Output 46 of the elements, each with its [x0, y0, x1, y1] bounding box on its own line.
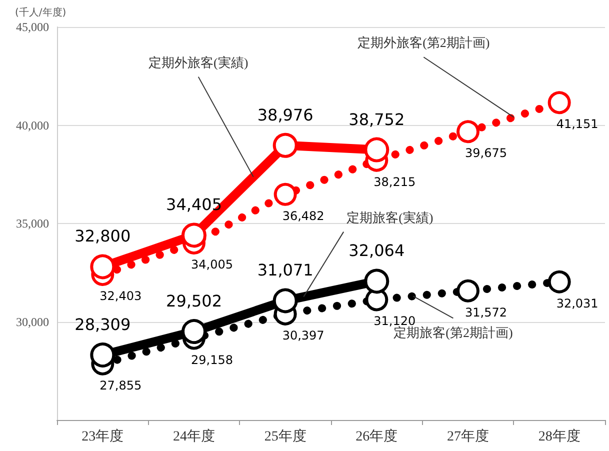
point	[364, 137, 390, 162]
point	[548, 91, 571, 114]
point	[274, 182, 297, 206]
data-label: 38,215	[374, 174, 416, 189]
x-tick-label: 25年度	[264, 428, 306, 444]
data-label: 38,752	[348, 110, 405, 129]
series-label: 定期旅客(第2期計画)	[394, 325, 513, 340]
data-label: 32,064	[348, 241, 405, 260]
y-axis-title: (千人/年度)	[15, 6, 66, 18]
point	[90, 254, 116, 280]
point	[456, 279, 480, 302]
data-label: 29,158	[191, 352, 233, 367]
y-tick-label: 30,000	[16, 314, 49, 329]
text: 定期外旅客(実績)	[148, 54, 248, 70]
x-tick-label: 26年度	[356, 428, 398, 444]
data-label: 36,482	[282, 208, 324, 223]
point	[548, 270, 571, 294]
point	[272, 288, 298, 314]
data-label: 31,572	[465, 305, 507, 320]
text: 定期旅客(実績)	[346, 210, 434, 225]
data-label: 28,309	[74, 314, 131, 334]
y-tick-label: 35,000	[16, 216, 49, 230]
data-label: 29,502	[166, 292, 222, 311]
data-label: 27,855	[100, 378, 142, 392]
data-label: 30,397	[282, 328, 324, 342]
x-tick-label: 23年度	[82, 428, 124, 444]
x-tick-label: 24年度	[173, 428, 215, 444]
y-tick-label: 45,000	[16, 20, 49, 34]
text: 定期外旅客(第2期計画)	[358, 35, 490, 50]
data-label: 39,675	[465, 146, 507, 160]
x-tick-label: 27年度	[447, 428, 489, 444]
data-label: 38,976	[257, 105, 314, 124]
y-tick-label: 40,000	[16, 118, 49, 132]
point	[182, 222, 206, 248]
data-label: 32,403	[100, 289, 142, 304]
x-tick-label: 28年度	[538, 428, 580, 444]
data-label: 34,005	[191, 258, 233, 272]
point	[272, 132, 298, 158]
data-label: 41,151	[556, 117, 598, 132]
point	[364, 268, 390, 294]
data-label: 32,031	[556, 296, 598, 310]
point	[90, 342, 116, 368]
data-label: 32,800	[74, 226, 131, 246]
point	[456, 120, 480, 144]
data-label: 31,071	[257, 260, 314, 280]
data-label: 34,405	[166, 195, 222, 214]
